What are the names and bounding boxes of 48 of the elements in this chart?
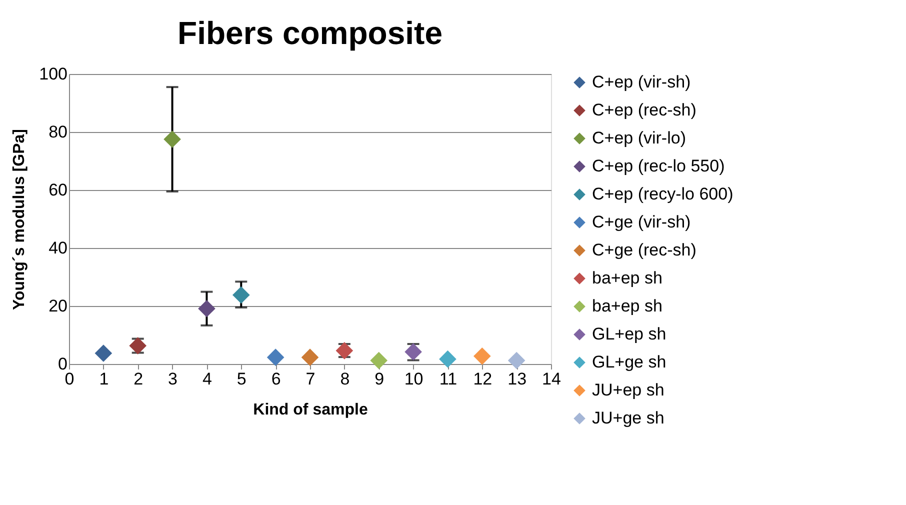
y-tick-label: 0 [58,354,68,374]
x-tick-label: 12 [473,370,492,388]
legend-label: C+ge (vir-sh) [592,212,691,232]
legend-label: C+ep (vir-lo) [592,128,686,148]
legend-label: C+ep (rec-lo 550) [592,156,725,176]
legend-label: JU+ep sh [592,380,664,400]
y-tick-label: 80 [48,122,68,142]
legend-label: GL+ge sh [592,352,666,372]
legend-label: C+ge (rec-sh) [592,240,696,260]
y-tick-label: 60 [48,180,68,200]
x-tick-label: 14 [542,370,561,388]
point [370,352,388,370]
legend-label: C+ep (recy-lo 600) [592,184,734,204]
legend-label: ba+ep sh [592,296,662,316]
y-tick-label: 100 [39,64,68,84]
x-tick-label: 6 [271,370,281,388]
x-tick-label: 7 [306,370,316,388]
y-tick-label: 40 [48,238,68,258]
point [232,286,250,304]
point [336,342,354,360]
x-tick-label: 4 [202,370,212,388]
legend-label: GL+ep sh [592,324,666,344]
x-tick-label: 3 [168,370,178,388]
x-tick-label: 13 [508,370,527,388]
x-tick-label: 10 [404,370,424,388]
x-tick-label: 5 [236,370,246,388]
point [439,350,456,368]
x-tick-label: 8 [340,370,350,388]
y-axis-title: Young´s modulus [GPa] [11,128,28,310]
point [508,352,526,370]
point [473,348,491,365]
x-axis-title: Kind of sample [253,402,368,418]
y-tick-label: 20 [48,296,68,316]
point [94,344,112,362]
x-tick-label: 2 [134,370,144,388]
legend-label: ba+ep sh [592,268,662,288]
point [164,130,181,148]
chart-title: Fibers composite [178,15,442,51]
x-tick-label: 1 [99,370,109,388]
x-tick-label: 9 [374,370,384,388]
legend-label: JU+ge sh [592,408,664,428]
point [198,300,216,318]
legend-label: C+ep (rec-sh) [592,100,696,120]
legend-label: C+ep (vir-sh) [592,72,691,92]
x-tick-label: 11 [439,370,458,388]
point [266,348,284,366]
point [129,337,147,354]
point [301,348,319,366]
